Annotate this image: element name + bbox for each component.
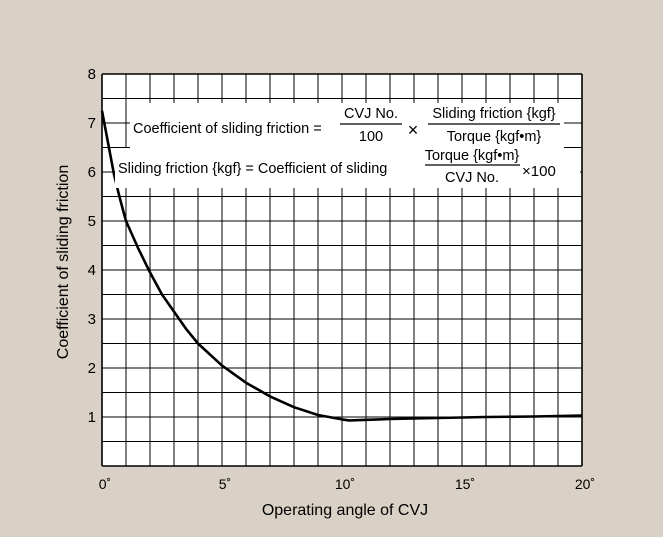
y-tick-label: 8	[88, 66, 96, 83]
formula-2-lhs: Sliding friction {kgf} = Coefficient of …	[118, 161, 387, 177]
formula-2-box	[115, 148, 580, 188]
formula-2-frac-numerator: Torque {kgf•m}	[425, 148, 520, 164]
series-line	[100, 110, 583, 422]
y-tick-label: 7	[88, 115, 96, 132]
x-tick-label: 5˚	[219, 476, 231, 492]
formula-2-tail: ×100	[522, 163, 556, 180]
formula-1-frac1-numerator: CVJ No.	[344, 106, 398, 122]
y-tick-label: 4	[88, 262, 96, 279]
formula-1-frac1-denominator: 100	[359, 129, 383, 145]
x-tick-labels: 0˚ 5˚ 10˚ 15˚ 20˚	[99, 476, 595, 492]
y-tick-label: 2	[88, 360, 96, 377]
x-tick-label: 20˚	[575, 476, 595, 492]
y-axis-label: Coefficient of sliding friction	[55, 165, 72, 359]
x-axis-label: Operating angle of CVJ	[262, 502, 428, 519]
y-tick-labels: 1 2 3 4 5 6 7 8	[88, 66, 96, 426]
formula-1-frac2-numerator: Sliding friction {kgf}	[432, 106, 555, 122]
formula-1-lhs: Coefficient of sliding friction =	[133, 121, 322, 137]
x-tick-label: 0˚	[99, 476, 111, 492]
formula-1-frac2-denominator: Torque {kgf•m}	[447, 129, 542, 145]
formula-2-frac-denominator: CVJ No.	[445, 170, 499, 186]
y-tick-label: 3	[88, 311, 96, 328]
x-tick-label: 15˚	[455, 476, 475, 492]
y-tick-label: 1	[88, 409, 96, 426]
x-tick-label: 10˚	[335, 476, 355, 492]
formula-1-times: ×	[408, 120, 419, 140]
y-tick-label: 6	[88, 164, 96, 181]
formula-1-box	[130, 103, 564, 149]
y-tick-label: 5	[88, 213, 96, 230]
